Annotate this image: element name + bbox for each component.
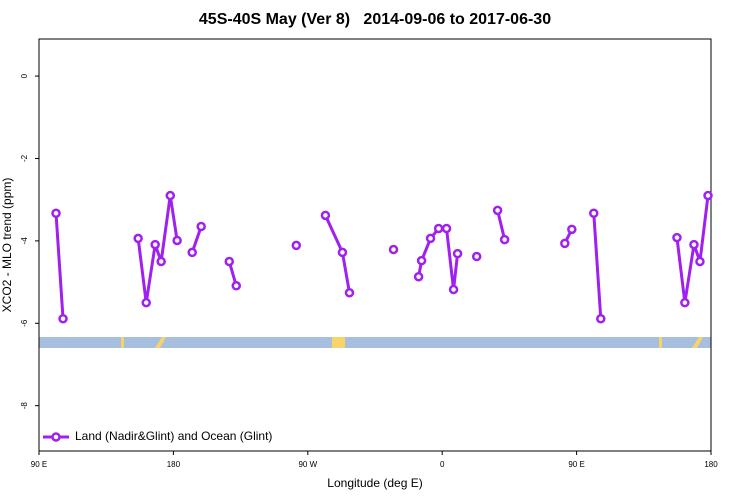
data-point — [344, 288, 355, 298]
data-point — [141, 297, 151, 308]
land-patch — [121, 337, 124, 348]
x-tick-label: 90 W — [298, 460, 317, 469]
data-point — [58, 313, 68, 324]
data-point — [388, 244, 399, 255]
x-tick-label: 180 — [167, 460, 181, 469]
land-ocean-band — [39, 337, 711, 348]
chart-title: 45S-40S May (Ver 8) 2014-09-06 to 2017-0… — [199, 11, 551, 28]
data-point — [320, 210, 331, 221]
x-tick-label: 90 E — [568, 460, 584, 469]
data-point — [448, 284, 459, 295]
data-point — [416, 255, 427, 266]
y-tick-label: 0 — [20, 73, 29, 78]
data-point — [172, 235, 182, 246]
data-point — [596, 313, 606, 324]
ocean-band — [39, 337, 711, 348]
data-point — [133, 233, 143, 244]
data-point — [425, 233, 436, 244]
land-patch — [155, 337, 166, 348]
data-point — [291, 240, 302, 251]
data-point — [165, 190, 176, 201]
land-patch — [692, 337, 703, 348]
series-line — [54, 194, 710, 319]
data-point — [231, 281, 242, 291]
data-point — [471, 251, 482, 262]
y-axis-label: XCO2 - MLO trend (ppm) — [0, 178, 14, 313]
data-point — [695, 256, 705, 267]
data-point — [337, 247, 348, 258]
data-point — [51, 208, 61, 219]
land-patch — [659, 337, 662, 348]
data-point — [150, 239, 160, 250]
data-point — [680, 297, 690, 308]
x-axis-label: Longitude (deg E) — [327, 476, 422, 490]
data-point — [672, 232, 682, 243]
y-tick-label: -4 — [20, 237, 29, 245]
data-point — [224, 256, 235, 267]
legend-marker — [51, 432, 61, 442]
data-point — [156, 256, 166, 267]
plot-frame — [38, 38, 712, 452]
data-point — [196, 221, 206, 232]
x-tick-label: 180 — [704, 460, 718, 469]
data-point — [433, 223, 444, 234]
data-point — [689, 239, 699, 250]
y-tick-label: -2 — [20, 154, 29, 162]
land-patch — [332, 337, 345, 348]
data-point — [703, 190, 713, 201]
data-point — [452, 248, 463, 259]
data-point — [413, 271, 424, 282]
y-tick-label: -6 — [20, 319, 29, 327]
y-tick-label: -8 — [20, 402, 29, 410]
x-tick-label: 90 E — [31, 460, 47, 469]
data-point — [567, 224, 577, 235]
data-point — [499, 234, 510, 245]
data-point — [187, 247, 197, 258]
data-point — [560, 238, 570, 249]
data-point — [492, 205, 503, 216]
legend-label: Land (Nadir&Glint) and Ocean (Glint) — [75, 429, 272, 443]
data-point — [589, 208, 599, 219]
data-point — [441, 223, 452, 234]
x-tick-label: 0 — [440, 460, 445, 469]
